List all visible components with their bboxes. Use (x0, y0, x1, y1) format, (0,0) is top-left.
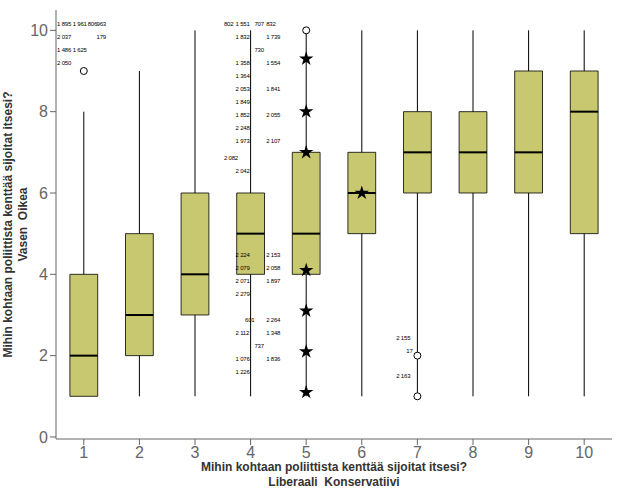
svg-text:2 050: 2 050 (57, 60, 72, 66)
svg-text:2 082: 2 082 (224, 155, 239, 161)
svg-text:802: 802 (224, 21, 234, 27)
svg-text:2: 2 (39, 347, 48, 364)
svg-text:7: 7 (413, 444, 422, 461)
svg-text:1 841: 1 841 (266, 86, 281, 92)
svg-text:707: 707 (254, 21, 264, 27)
svg-text:2 079: 2 079 (236, 265, 251, 271)
svg-text:1 551: 1 551 (236, 21, 251, 27)
svg-text:832: 832 (266, 21, 276, 27)
svg-text:2 107: 2 107 (266, 138, 281, 144)
svg-text:10: 10 (30, 22, 48, 39)
svg-text:Mihin kohtaan poliittista kent: Mihin kohtaan poliittista kenttää sijoit… (201, 460, 467, 489)
svg-text:1 973: 1 973 (236, 138, 251, 144)
svg-text:10: 10 (575, 444, 593, 461)
svg-text:806: 806 (87, 21, 98, 28)
svg-text:6: 6 (39, 185, 48, 202)
svg-text:2 058: 2 058 (266, 265, 281, 271)
svg-text:2 155: 2 155 (396, 335, 411, 341)
svg-text:3: 3 (191, 444, 200, 461)
svg-text:179: 179 (97, 34, 107, 40)
svg-text:8: 8 (39, 103, 48, 120)
svg-text:9: 9 (524, 444, 533, 461)
svg-text:1 486: 1 486 (57, 47, 72, 53)
svg-text:6: 6 (357, 444, 366, 461)
svg-text:1 554: 1 554 (266, 60, 281, 66)
svg-text:2 053: 2 053 (236, 86, 251, 92)
svg-text:2 071: 2 071 (236, 278, 251, 284)
svg-text:2 279: 2 279 (236, 291, 251, 297)
svg-text:1 348: 1 348 (266, 330, 281, 336)
svg-text:2: 2 (135, 444, 144, 461)
svg-text:730: 730 (254, 47, 264, 53)
svg-text:1 836: 1 836 (266, 356, 281, 362)
svg-text:2 153: 2 153 (266, 252, 281, 258)
svg-text:1 897: 1 897 (266, 278, 281, 284)
svg-text:2 248: 2 248 (236, 125, 251, 131)
svg-text:Mihin kohtaan poliittista kent: Mihin kohtaan poliittista kenttää sijoit… (8, 91, 30, 357)
svg-text:1 364: 1 364 (236, 73, 251, 79)
svg-text:1: 1 (79, 444, 88, 461)
svg-text:2 037: 2 037 (57, 34, 72, 40)
svg-text:1 739: 1 739 (266, 34, 281, 40)
svg-text:2 112: 2 112 (236, 330, 250, 336)
svg-text:1 832: 1 832 (236, 34, 251, 40)
svg-text:737: 737 (254, 343, 264, 349)
svg-text:1 849: 1 849 (236, 99, 251, 105)
svg-text:2 055: 2 055 (266, 112, 281, 118)
svg-text:8: 8 (469, 444, 478, 461)
svg-text:2 264: 2 264 (266, 317, 281, 323)
svg-text:963: 963 (97, 21, 107, 27)
svg-text:4: 4 (246, 444, 255, 461)
svg-text:4: 4 (39, 266, 48, 283)
svg-text:17: 17 (406, 348, 413, 354)
svg-text:1 961: 1 961 (73, 21, 88, 27)
svg-text:1 852: 1 852 (236, 112, 251, 118)
svg-text:0: 0 (39, 429, 48, 446)
svg-text:601: 601 (245, 317, 255, 323)
svg-text:1 226: 1 226 (236, 369, 251, 375)
svg-text:2 163: 2 163 (396, 373, 411, 379)
svg-text:1 076: 1 076 (236, 356, 251, 362)
svg-text:1 625: 1 625 (73, 47, 88, 53)
svg-text:1 895: 1 895 (57, 21, 72, 27)
svg-text:1 358: 1 358 (236, 60, 251, 66)
svg-text:5: 5 (302, 444, 311, 461)
svg-text:2 042: 2 042 (236, 168, 251, 174)
svg-text:2 224: 2 224 (236, 252, 251, 258)
